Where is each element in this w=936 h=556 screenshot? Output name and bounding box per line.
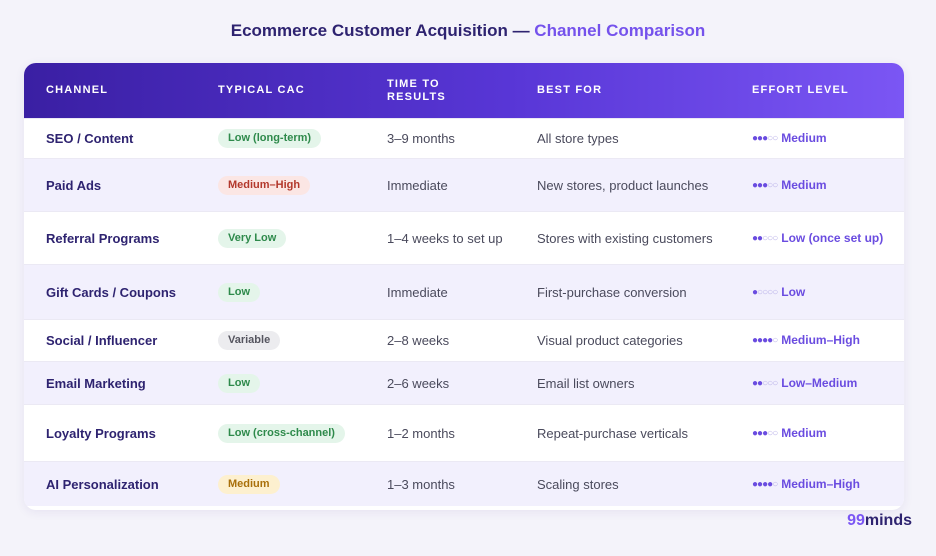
table-row: AI Personalization Medium 1–3 months Scalin…	[24, 461, 904, 506]
effort-dots-icon: ●●●●○	[752, 335, 778, 346]
table-row: SEO / Content Low (long-term) 3–9 months Al…	[24, 118, 904, 158]
effort-dots-icon: ●●●○○	[752, 179, 778, 191]
header-cac: TYPICAL CAC	[218, 84, 305, 96]
best-for: Repeat-purchase verticals	[537, 425, 689, 441]
title-separator: —	[507, 21, 535, 40]
page-title: Ecommerce Customer Acquisition — Channel…	[0, 21, 936, 41]
cac-cell: Medium	[218, 462, 358, 506]
cac-badge: Low	[218, 282, 260, 302]
effort-dots-icon: ●●●○○	[752, 427, 778, 439]
time-to-results: 1–3 months	[387, 476, 455, 492]
effort-label: Medium	[781, 177, 827, 192]
table-row: Gift Cards / Coupons Low Immediate First-pu…	[24, 264, 904, 319]
effort-level: ●●●○○ Medium	[752, 405, 892, 461]
effort-label: Low–Medium	[781, 375, 858, 390]
cac-badge: Medium	[218, 474, 280, 494]
header-time: TIME TO RESULTS	[387, 77, 446, 103]
effort-level: ●●●○○ Medium	[752, 119, 892, 158]
effort-dots-icon: ●●●●○	[752, 478, 778, 490]
time-to-results: Immediate	[387, 177, 448, 193]
effort-dots-icon: ●●○○○	[752, 377, 778, 389]
table-row: Paid Ads Medium–High Immediate New stores, …	[24, 158, 904, 211]
best-for: Visual product categories	[537, 333, 683, 348]
header-effort: EFFORT LEVEL	[752, 84, 849, 96]
channel-name: Social / Influencer	[46, 333, 158, 348]
channel-name: Paid Ads	[46, 177, 102, 193]
effort-dots-icon: ●○○○○	[752, 286, 778, 298]
effort-label: Medium	[781, 425, 827, 440]
time-to-results: 2–8 weeks	[387, 333, 450, 348]
table-row: Referral Programs Very Low 1–4 weeks to se…	[24, 211, 904, 264]
table-row: Social / Influencer Variable 2–8 weeks Visu…	[24, 319, 904, 361]
cac-badge: Low	[218, 373, 260, 393]
title-main: Ecommerce Customer Acquisition	[230, 21, 508, 40]
cac-cell: Low (long-term)	[218, 119, 358, 158]
effort-label: Low (once set up)	[781, 230, 884, 245]
effort-label: Medium	[781, 131, 827, 145]
best-for: Stores with existing customers	[537, 230, 713, 246]
effort-label: Low	[781, 284, 806, 299]
title-accent: Channel Comparison	[534, 21, 706, 40]
cac-badge: Low (long-term)	[218, 129, 322, 148]
channel-name: Loyalty Programs	[46, 425, 156, 441]
effort-level: ●●●○○ Medium	[752, 159, 892, 211]
channel-name: SEO / Content	[46, 131, 134, 146]
best-for: All store types	[537, 131, 619, 146]
time-to-results: 1–2 months	[387, 425, 455, 441]
table-header: CHANNEL TYPICAL CAC TIME TO RESULTS BEST…	[24, 63, 904, 118]
time-to-results: 2–6 weeks	[387, 375, 450, 391]
cac-badge: Variable	[218, 331, 281, 350]
table-body: SEO / Content Low (long-term) 3–9 months Al…	[24, 118, 904, 506]
effort-level: ●○○○○ Low	[752, 265, 892, 319]
effort-level: ●●●●○ Medium–High	[752, 320, 892, 361]
comparison-table: CHANNEL TYPICAL CAC TIME TO RESULTS BEST…	[24, 63, 904, 510]
channel-name: Gift Cards / Coupons	[46, 284, 176, 300]
header-channel: CHANNEL	[46, 84, 109, 96]
logo-word: minds	[864, 512, 912, 529]
cac-badge: Medium–High	[218, 175, 311, 195]
cac-badge: Low (cross-channel)	[218, 423, 345, 443]
best-for: Email list owners	[537, 375, 635, 391]
effort-label: Medium–High	[781, 476, 860, 491]
time-to-results: 1–4 weeks to set up	[387, 230, 503, 246]
cac-cell: Variable	[218, 320, 358, 361]
channel-name: AI Personalization	[46, 476, 159, 492]
logo-number: 99	[847, 512, 865, 529]
channel-name: Referral Programs	[46, 230, 160, 246]
best-for: New stores, product launches	[537, 177, 709, 193]
effort-level: ●●●●○ Medium–High	[752, 462, 892, 506]
cac-cell: Very Low	[218, 212, 358, 264]
time-to-results: Immediate	[387, 284, 448, 300]
table-row: Email Marketing Low 2–6 weeks Email list ow…	[24, 361, 904, 404]
effort-dots-icon: ●●○○○	[752, 232, 778, 244]
cac-cell: Medium–High	[218, 159, 358, 211]
channel-name: Email Marketing	[46, 375, 146, 391]
table-row: Loyalty Programs Low (cross-channel) 1–2 m…	[24, 404, 904, 461]
effort-label: Medium–High	[781, 333, 860, 347]
cac-cell: Low (cross-channel)	[218, 405, 358, 461]
best-for: First-purchase conversion	[537, 284, 687, 300]
effort-level: ●●○○○ Low–Medium	[752, 362, 892, 404]
brand-logo: 99minds	[847, 512, 912, 530]
cac-cell: Low	[218, 265, 358, 319]
time-to-results: 3–9 months	[387, 131, 455, 146]
cac-badge: Very Low	[218, 228, 287, 248]
cac-cell: Low	[218, 362, 358, 404]
effort-level: ●●○○○ Low (once set up)	[752, 212, 892, 264]
header-best-for: BEST FOR	[537, 84, 603, 96]
effort-dots-icon: ●●●○○	[752, 133, 778, 144]
best-for: Scaling stores	[537, 476, 619, 492]
